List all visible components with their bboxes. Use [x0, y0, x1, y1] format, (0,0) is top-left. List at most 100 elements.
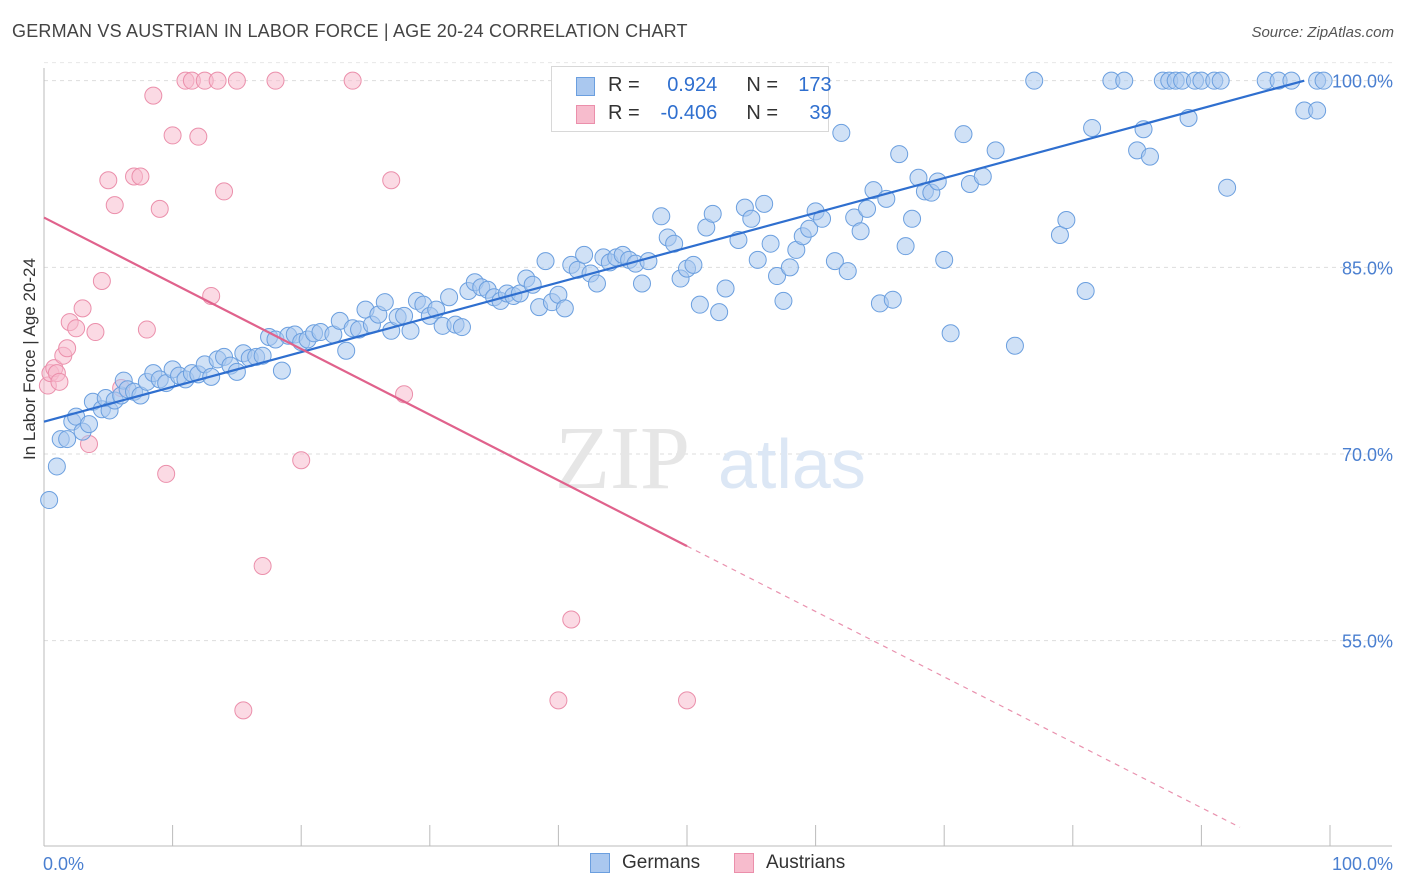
- austrians-point-6: [58, 339, 77, 358]
- legend-row-austrians: R = -0.406 N = 39: [552, 100, 832, 128]
- r-label: R =: [608, 74, 640, 96]
- germans-point-114: [774, 291, 793, 310]
- germans-point-36: [253, 346, 272, 365]
- germans-point-145: [1025, 71, 1044, 90]
- austrians-r-value: -0.406: [660, 102, 718, 124]
- germans-swatch: [576, 77, 595, 96]
- n-label: N =: [746, 102, 779, 124]
- axes: [43, 68, 1392, 847]
- austrians-point-19: [144, 86, 163, 105]
- austrians-point-37: [395, 385, 414, 404]
- austrians-point-39: [562, 610, 581, 629]
- germans-point-132: [896, 237, 915, 256]
- tick-labels: 55.0% 70.0% 85.0% 100.0% 0.0% 100.0%: [43, 72, 1393, 874]
- watermark: ZIP atlas: [555, 409, 866, 508]
- germans-point-3: [58, 430, 77, 449]
- germans-point-125: [851, 222, 870, 241]
- austrians-point-32: [253, 557, 272, 575]
- austrians-point-17: [131, 167, 150, 186]
- x-tick-label-1: 100.0%: [1332, 854, 1393, 874]
- germans-point-82: [555, 299, 574, 318]
- austrians-point-31: [234, 701, 253, 720]
- germans-point-39: [272, 361, 291, 380]
- germans-point-142: [973, 167, 992, 186]
- germans-point-123: [838, 262, 857, 281]
- germans-point-131: [890, 145, 909, 164]
- germans-point-149: [1083, 118, 1102, 137]
- austrians-legend-swatch: [734, 853, 754, 873]
- austrians-trend-line: [43, 216, 688, 548]
- germans-point-105: [710, 303, 729, 322]
- germans-point-154: [1140, 147, 1159, 166]
- austrians-point-8: [67, 319, 86, 338]
- germans-point-121: [825, 252, 844, 271]
- austrians-point-30: [227, 71, 246, 90]
- germans-point-133: [903, 209, 922, 228]
- germans-point-101: [684, 255, 703, 274]
- germans-point-102: [690, 295, 709, 314]
- germans-point-113: [768, 267, 787, 286]
- austrians-point-28: [208, 71, 227, 90]
- germans-point-64: [440, 288, 459, 307]
- austrians-point-33: [266, 71, 285, 90]
- germans-legend-label: Germans: [622, 852, 701, 873]
- germans-point-106: [716, 279, 735, 298]
- germans-point-151: [1115, 71, 1134, 90]
- trend-lines: [43, 79, 1305, 828]
- austrians-point-35: [343, 71, 362, 90]
- germans-point-66: [452, 318, 471, 337]
- austrians-point-29: [215, 182, 234, 201]
- austrians-point-21: [157, 464, 176, 483]
- legend-row-germans: R = 0.924 N = 173: [552, 72, 832, 100]
- germans-point-87: [587, 274, 606, 293]
- germans-point-146: [1050, 225, 1069, 244]
- germans-point-148: [1076, 281, 1095, 300]
- r-label: R =: [608, 102, 640, 124]
- stats-legend: R = 0.924 N = 173 R = -0.406 N = 39: [551, 66, 832, 132]
- n-label: N =: [746, 74, 779, 96]
- austrians-point-13: [99, 171, 118, 190]
- germans-point-1: [47, 457, 66, 476]
- austrians-trend-extension: [686, 545, 1241, 828]
- germans-point-115: [780, 258, 799, 277]
- y-tick-label-2: 85.0%: [1342, 258, 1393, 278]
- austrians-point-18: [137, 320, 156, 339]
- germans-point-127: [864, 181, 883, 200]
- germans-point-143: [986, 141, 1005, 160]
- watermark-atlas: atlas: [718, 425, 866, 503]
- germans-point-171: [1308, 101, 1327, 120]
- austrians-point-25: [189, 127, 208, 146]
- watermark-zip: ZIP: [555, 409, 690, 508]
- germans-point-122: [832, 123, 851, 142]
- germans-point-85: [575, 245, 594, 264]
- germans-point-79: [536, 252, 555, 271]
- source-label: Source: ZipAtlas.com: [1251, 24, 1394, 41]
- germans-point-7: [80, 415, 99, 434]
- germans-point-95: [639, 252, 658, 271]
- germans-point-118: [800, 219, 819, 238]
- germans-point-110: [748, 250, 767, 269]
- germans-point-111: [755, 194, 774, 213]
- germans-point-139: [941, 324, 960, 343]
- germans-point-130: [883, 290, 902, 309]
- austrians-points: [38, 71, 696, 720]
- austrians-point-9: [73, 299, 92, 318]
- austrians-point-12: [92, 272, 111, 291]
- austrians-point-11: [86, 323, 105, 342]
- austrians-point-22: [163, 126, 182, 145]
- germans-point-144: [1005, 336, 1024, 355]
- germans-point-170: [1314, 71, 1333, 90]
- y-tick-label-3: 100.0%: [1332, 72, 1393, 92]
- y-axis-label: In Labor Force | Age 20-24: [20, 258, 39, 460]
- germans-n-value: 173: [798, 74, 832, 96]
- germans-point-94: [632, 274, 651, 293]
- germans-points: [40, 71, 1333, 510]
- germans-point-163: [1211, 71, 1230, 90]
- germans-point-104: [703, 204, 722, 223]
- germans-trend-line: [43, 79, 1305, 423]
- germans-legend-swatch: [590, 853, 610, 873]
- germans-point-54: [375, 293, 394, 312]
- germans-point-0: [40, 491, 59, 510]
- austrians-n-value: 39: [809, 102, 832, 124]
